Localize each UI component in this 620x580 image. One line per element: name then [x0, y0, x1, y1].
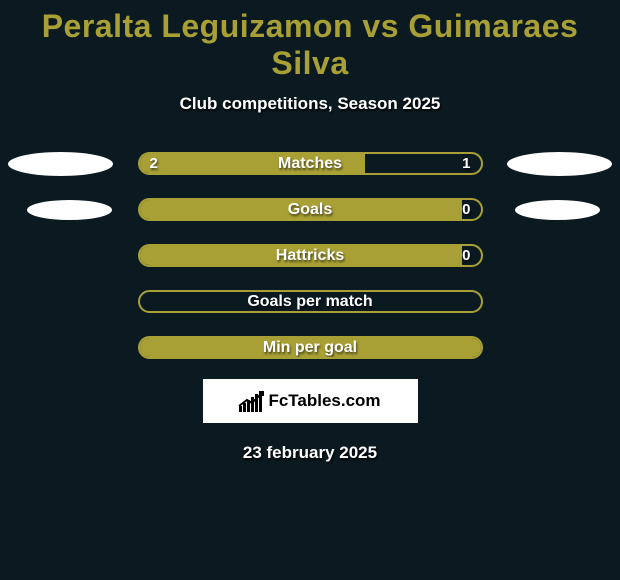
- logo-text: FcTables.com: [268, 391, 380, 411]
- stat-row-hattricks: 0 Hattricks: [0, 244, 620, 267]
- stat-label: Matches: [278, 155, 342, 173]
- player-right-ellipse: [515, 200, 600, 220]
- stat-right-value: 1: [462, 155, 470, 172]
- stat-right-value: 0: [462, 201, 470, 218]
- comparison-infographic: Peralta Leguizamon vs Guimaraes Silva Cl…: [0, 0, 620, 463]
- stat-row-goals-per-match: Goals per match: [0, 290, 620, 313]
- stat-bar-track: Goals per match: [138, 290, 483, 313]
- stat-rows: 2 1 Matches 0 Goals: [0, 152, 620, 359]
- stat-bar-track: 0 Goals: [138, 198, 483, 221]
- player-left-ellipse: [27, 200, 112, 220]
- stat-label: Hattricks: [276, 247, 344, 265]
- fctables-logo: FcTables.com: [203, 379, 418, 423]
- stat-row-matches: 2 1 Matches: [0, 152, 620, 175]
- footer-date: 23 february 2025: [0, 443, 620, 463]
- stat-right-value: 0: [462, 247, 470, 264]
- stat-bar-track: 2 1 Matches: [138, 152, 483, 175]
- stat-bar-track: 0 Hattricks: [138, 244, 483, 267]
- stat-bar-track: Min per goal: [138, 336, 483, 359]
- stat-bar-right-segment: 0: [462, 246, 480, 265]
- page-subtitle: Club competitions, Season 2025: [0, 94, 620, 114]
- stat-left-value: 2: [150, 155, 158, 172]
- stat-label: Goals: [288, 201, 332, 219]
- logo-chart-icon: [239, 391, 262, 412]
- stat-row-goals: 0 Goals: [0, 198, 620, 221]
- stat-label: Min per goal: [263, 339, 357, 357]
- page-title: Peralta Leguizamon vs Guimaraes Silva: [0, 8, 620, 82]
- player-right-ellipse: [507, 152, 612, 176]
- stat-bar-right-segment: 1: [365, 154, 481, 173]
- stat-bar-right-segment: 0: [462, 200, 480, 219]
- player-left-ellipse: [8, 152, 113, 176]
- stat-label: Goals per match: [247, 293, 372, 311]
- logo-arrow-icon: [237, 390, 267, 408]
- stat-row-min-per-goal: Min per goal: [0, 336, 620, 359]
